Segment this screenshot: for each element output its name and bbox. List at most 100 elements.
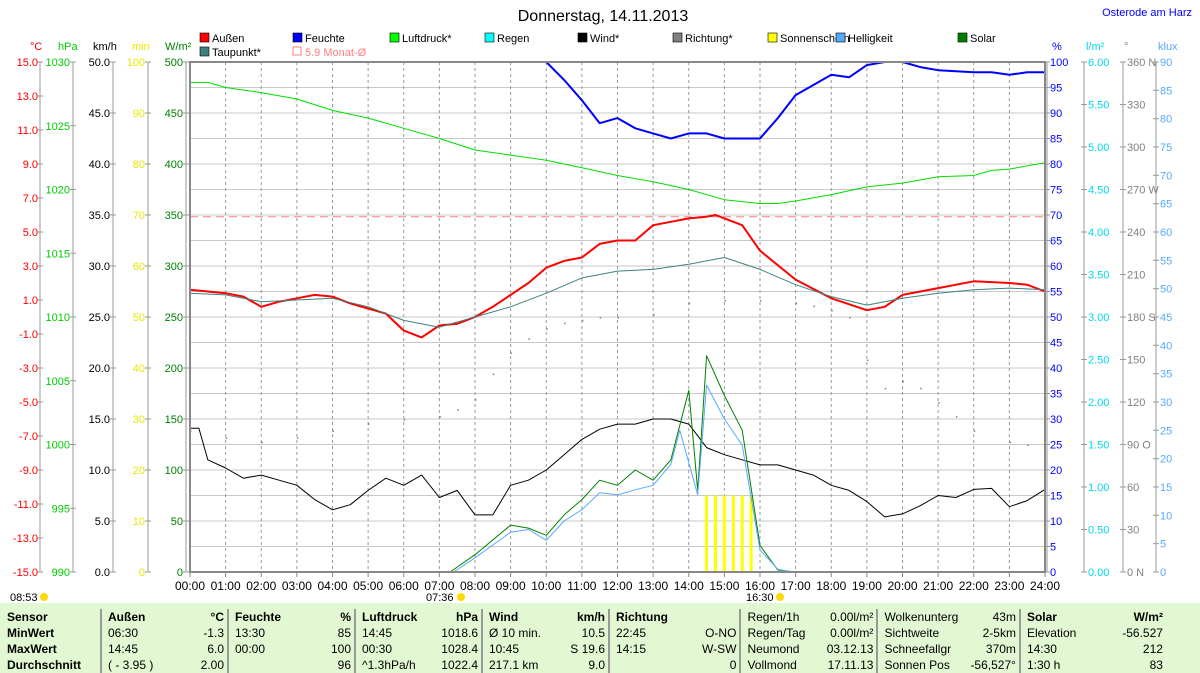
stats-row: Sensor Außen °C Feuchte% Luftdruck hPa Wind km/… <box>4 609 1166 625</box>
stats-cell: hPa <box>455 610 478 624</box>
axis-unit-sun: min <box>132 41 150 53</box>
axis-tick-label-temp: 1.0 <box>23 295 38 307</box>
axis-tick-label-sun: 30 <box>133 414 145 426</box>
stats-cell: W-SW <box>702 642 737 656</box>
stats-cell: Regen/1h <box>739 609 821 625</box>
axis-tick-label-sun: 80 <box>133 159 145 171</box>
axis-tick-label-dir: 240 <box>1127 227 1145 239</box>
legend-swatch <box>199 32 210 43</box>
legend-label: Solar <box>970 33 996 45</box>
stats-cell: Feuchte <box>227 609 318 625</box>
axis-tick-label-wind: 40.0 <box>89 159 110 171</box>
legend-label: Regen <box>497 33 529 45</box>
axis-tick-label-sun: 10 <box>133 516 145 528</box>
axis-tick-label-press: 1030 <box>46 57 70 69</box>
axis-tick-label-rain: 1.00 <box>1088 482 1109 494</box>
wind-direction-dot <box>902 380 904 383</box>
legend-label: Sonnenschein <box>780 33 850 45</box>
x-tick-label: 06:00 <box>389 579 419 593</box>
x-tick-label: 02:00 <box>246 579 276 593</box>
axis-tick-label-klux: 40 <box>1160 340 1172 352</box>
wind-direction-dot <box>1027 444 1029 446</box>
stats-cell: Sichtweite <box>876 625 968 641</box>
stats-cell: km/h <box>576 610 605 624</box>
axis-tick-label-klux: 45 <box>1160 312 1172 324</box>
wind-direction-dot <box>510 352 513 354</box>
axis-tick-label-dir: 210 <box>1127 270 1145 282</box>
x-tick-label: 09:00 <box>496 579 526 593</box>
wind-direction-dot <box>564 322 566 325</box>
chart-title: Donnerstag, 14.11.2013 <box>518 8 689 25</box>
axis-tick-label-sun: 20 <box>133 465 145 477</box>
stats-cell: 14:30 <box>1018 641 1110 657</box>
stats-cell: -56.527 <box>1122 626 1163 640</box>
axis-tick-label-press: 990 <box>52 567 70 579</box>
sunshine-bar <box>749 495 753 572</box>
stats-cell: Wind <box>481 609 562 625</box>
axis-tick-label-rain: 3.50 <box>1088 270 1109 282</box>
axis-tick-label-press: 1010 <box>46 312 70 324</box>
axis-tick-label-dir: 0 N <box>1127 567 1144 579</box>
stats-cell: 1028.4 <box>441 642 478 656</box>
axis-tick-label-hum: 95 <box>1050 83 1062 95</box>
plot-marks <box>189 61 1046 573</box>
stats-cell: ( - 3.95 ) <box>100 657 191 673</box>
axis-tick-label-temp: -7.0 <box>19 431 38 443</box>
axis-unit-press: hPa <box>58 41 78 53</box>
axis-tick-label-dir: 60 <box>1127 482 1139 494</box>
moon-icon <box>40 593 48 601</box>
axis-tick-label-solar: 300 <box>165 261 183 273</box>
wind-direction-dot <box>955 416 958 418</box>
axis-tick-label-wind: 15.0 <box>89 414 110 426</box>
axis-tick-label-temp: 13.0 <box>17 91 38 103</box>
axis-tick-label-klux: 10 <box>1160 510 1172 522</box>
wind-direction-dot <box>617 317 619 319</box>
axis-tick-label-solar: 500 <box>165 57 183 69</box>
axis-tick-label-klux: 35 <box>1160 369 1172 381</box>
x-tick-label: 07:00 <box>424 579 454 593</box>
wind-direction-dot <box>938 402 940 404</box>
stats-cell: 217.1 km <box>481 657 562 673</box>
stats-cell: Außen <box>100 609 191 625</box>
legend-swatch <box>767 32 778 43</box>
stats-cell: -56,527° <box>970 658 1016 672</box>
stats-cell: Regen/Tag <box>739 625 821 641</box>
axis-tick-label-press: 1015 <box>46 248 70 260</box>
axis-tick-label-press: 1005 <box>46 376 70 388</box>
stats-cell: 6.0 <box>207 642 224 656</box>
sunset-marker: 16:30 <box>746 592 784 603</box>
axis-tick-label-wind: 5.0 <box>95 516 110 528</box>
stats-cell: 06:30 <box>100 625 191 641</box>
x-tick-label: 22:00 <box>959 579 989 593</box>
weather-chart: Donnerstag, 14.11.2013 Osterode am Harz … <box>10 7 1192 603</box>
wind-direction-dot <box>973 430 976 432</box>
axis-tick-label-klux: 25 <box>1160 425 1172 437</box>
axis-tick-label-sun: 0 <box>139 567 145 579</box>
axis-tick-label-temp: 3.0 <box>23 261 38 273</box>
stats-table: Sensor Außen °C Feuchte% Luftdruck hPa Wind km/… <box>4 609 1166 673</box>
x-tick-label: 19:00 <box>852 579 882 593</box>
x-tick-label: 17:00 <box>781 579 811 593</box>
sunset-time: 16:30 <box>746 592 774 603</box>
stats-cell: 85 <box>337 626 351 640</box>
axis-tick-label-dir: 270 W <box>1127 185 1159 197</box>
axis-tick-label-wind: 45.0 <box>89 108 110 120</box>
x-tick-label: 24:00 <box>1030 579 1060 593</box>
axis-tick-label-hum: 5 <box>1050 542 1056 554</box>
stats-cell: 0.00l/m² <box>830 610 874 624</box>
stats-cell: 00:00 <box>227 641 318 657</box>
axis-tick-label-dir: 90 O <box>1127 440 1151 452</box>
axis-tick-label-dir: 180 S <box>1127 312 1156 324</box>
stats-cell: O-NO <box>705 626 737 640</box>
wind-direction-dot <box>1009 441 1011 444</box>
series-line-feuchte <box>190 61 1045 140</box>
axis-tick-label-wind: 10.0 <box>89 465 110 477</box>
stats-cell: MinWert <box>7 626 55 640</box>
wind-direction-dot <box>849 317 851 319</box>
stats-cell: 1022.4 <box>441 658 478 672</box>
axis-tick-label-dir: 150 <box>1127 355 1145 367</box>
axis-unit-rain: l/m² <box>1086 41 1105 53</box>
axis-tick-label-klux: 50 <box>1160 284 1172 296</box>
axis-tick-label-klux: 75 <box>1160 142 1172 154</box>
legend-swatch <box>389 32 400 43</box>
